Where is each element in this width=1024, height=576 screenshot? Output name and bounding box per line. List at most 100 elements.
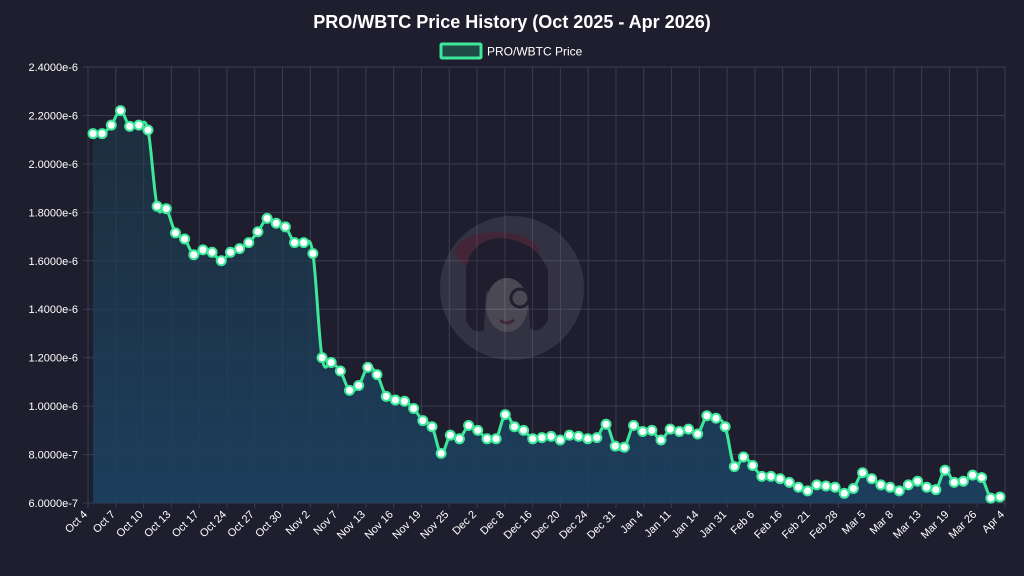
data-point[interactable] (582, 433, 594, 445)
data-point[interactable] (930, 484, 942, 496)
data-point[interactable] (87, 128, 99, 140)
data-point[interactable] (628, 419, 640, 431)
data-point[interactable] (169, 227, 181, 239)
data-point[interactable] (646, 424, 658, 436)
data-point[interactable] (490, 433, 502, 445)
data-point[interactable] (270, 217, 282, 229)
data-point[interactable] (811, 479, 823, 491)
data-point[interactable] (829, 481, 841, 493)
data-point[interactable] (353, 380, 365, 392)
data-point[interactable] (967, 469, 979, 481)
legend[interactable]: PRO/WBTC Price (439, 42, 583, 60)
data-point[interactable] (737, 451, 749, 463)
data-point[interactable] (316, 352, 328, 364)
data-point[interactable] (426, 421, 438, 433)
data-point[interactable] (344, 384, 356, 396)
data-point[interactable] (96, 128, 108, 140)
data-point[interactable] (114, 105, 126, 117)
data-point[interactable] (591, 432, 603, 444)
data-point[interactable] (957, 475, 969, 487)
data-point[interactable] (857, 467, 869, 479)
data-point[interactable] (435, 447, 447, 459)
data-point[interactable] (188, 249, 200, 261)
data-point[interactable] (289, 237, 301, 249)
data-point[interactable] (948, 476, 960, 488)
data-point[interactable] (243, 237, 255, 249)
data-point[interactable] (820, 480, 832, 492)
data-point[interactable] (133, 119, 145, 131)
data-point[interactable] (444, 429, 456, 441)
data-point[interactable] (692, 428, 704, 440)
data-point[interactable] (197, 244, 209, 256)
data-point[interactable] (536, 432, 548, 444)
data-point[interactable] (673, 426, 685, 438)
data-point[interactable] (554, 434, 566, 446)
data-point[interactable] (884, 481, 896, 493)
data-point[interactable] (105, 119, 117, 131)
data-point[interactable] (160, 203, 172, 215)
data-point[interactable] (600, 418, 612, 430)
data-point[interactable] (866, 473, 878, 485)
data-point[interactable] (838, 487, 850, 499)
data-point[interactable] (618, 441, 630, 453)
data-point[interactable] (545, 430, 557, 442)
data-point[interactable] (609, 440, 621, 452)
data-point[interactable] (939, 464, 951, 476)
data-point[interactable] (307, 248, 319, 260)
data-point[interactable] (151, 200, 163, 212)
data-point[interactable] (398, 395, 410, 407)
data-point[interactable] (563, 429, 575, 441)
data-point[interactable] (453, 433, 465, 445)
data-point[interactable] (756, 470, 768, 482)
data-point[interactable] (637, 426, 649, 438)
data-point[interactable] (261, 212, 273, 224)
data-point[interactable] (710, 412, 722, 424)
data-point[interactable] (380, 390, 392, 402)
data-point[interactable] (792, 481, 804, 493)
data-point[interactable] (985, 492, 997, 504)
data-point[interactable] (893, 485, 905, 497)
data-point[interactable] (719, 421, 731, 433)
data-point[interactable] (234, 243, 246, 255)
data-point[interactable] (499, 409, 511, 421)
data-point[interactable] (921, 481, 933, 493)
data-point[interactable] (802, 485, 814, 497)
data-point[interactable] (124, 120, 136, 132)
data-point[interactable] (976, 472, 988, 484)
data-point[interactable] (847, 482, 859, 494)
data-point[interactable] (279, 221, 291, 233)
data-point[interactable] (252, 226, 264, 238)
data-point[interactable] (912, 475, 924, 487)
data-point[interactable] (206, 246, 218, 258)
data-point[interactable] (325, 357, 337, 369)
data-point[interactable] (334, 365, 346, 377)
data-point[interactable] (508, 421, 520, 433)
data-point[interactable] (463, 419, 475, 431)
data-point[interactable] (701, 410, 713, 422)
data-point[interactable] (142, 124, 154, 136)
data-point[interactable] (298, 237, 310, 249)
data-point[interactable] (774, 473, 786, 485)
data-point[interactable] (527, 433, 539, 445)
data-point[interactable] (417, 415, 429, 427)
data-point[interactable] (664, 423, 676, 435)
data-point[interactable] (389, 394, 401, 406)
data-point[interactable] (655, 434, 667, 446)
data-point[interactable] (362, 361, 374, 373)
data-point[interactable] (408, 403, 420, 415)
data-point[interactable] (371, 369, 383, 381)
data-point[interactable] (765, 470, 777, 482)
data-point[interactable] (518, 424, 530, 436)
data-point[interactable] (224, 246, 236, 258)
data-point[interactable] (875, 479, 887, 491)
data-point[interactable] (783, 476, 795, 488)
data-point[interactable] (179, 233, 191, 245)
data-point[interactable] (994, 491, 1006, 503)
data-point[interactable] (472, 424, 484, 436)
data-point[interactable] (481, 433, 493, 445)
data-point[interactable] (573, 430, 585, 442)
data-point[interactable] (683, 423, 695, 435)
data-point[interactable] (747, 459, 759, 471)
data-point[interactable] (215, 255, 227, 267)
data-point[interactable] (902, 479, 914, 491)
